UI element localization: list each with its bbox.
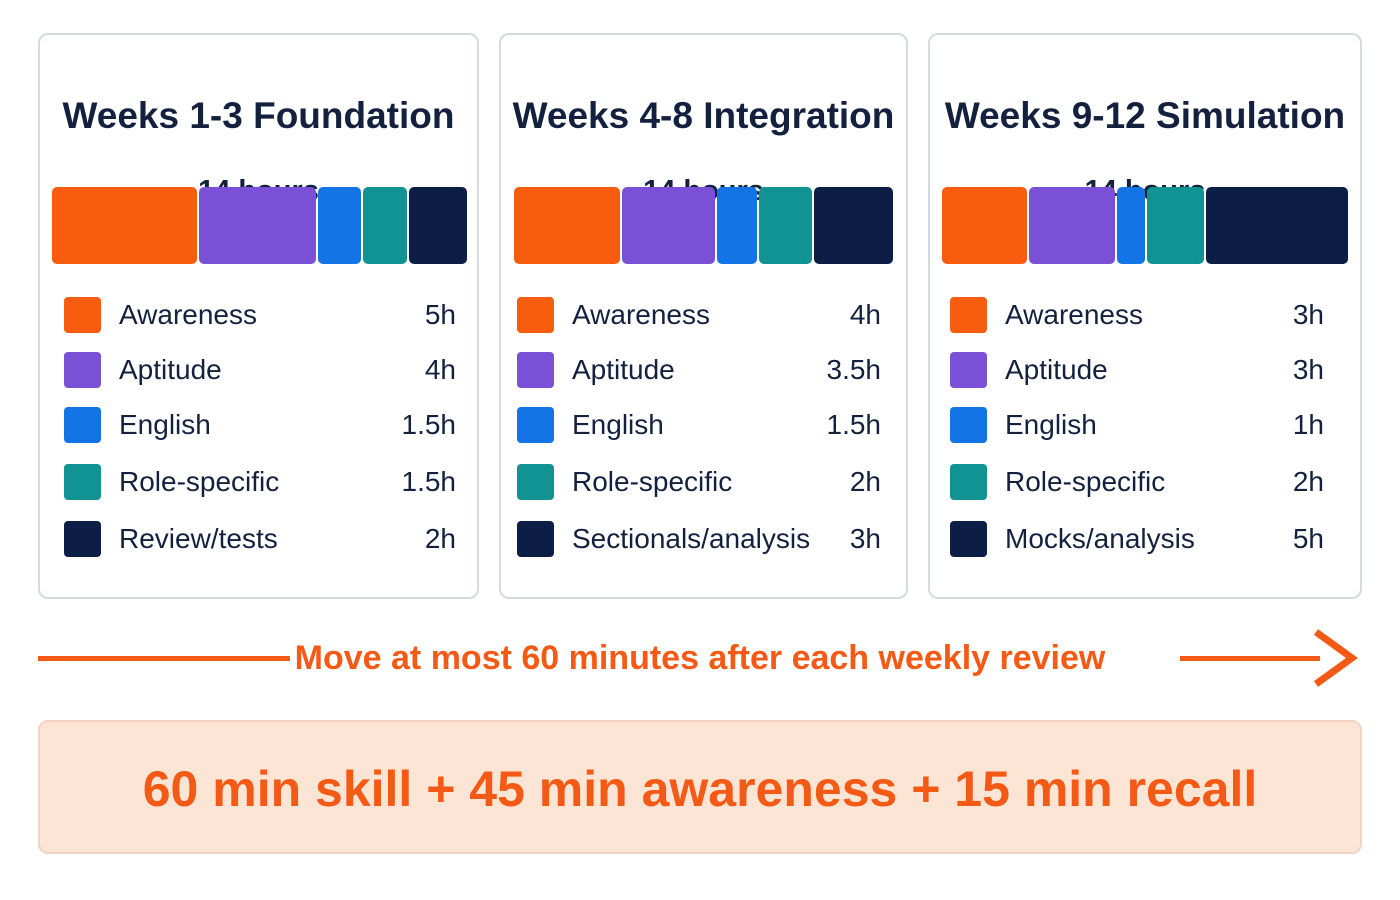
bar-segment-english: [1116, 187, 1145, 264]
legend-value: 3.5h: [826, 354, 882, 385]
legend-value: 5h: [1292, 523, 1324, 554]
legend-label: English: [572, 409, 664, 440]
daily-formula: 60 min skill + 45 min awareness + 15 min…: [142, 761, 1258, 817]
legend-value: 4h: [424, 354, 456, 385]
awareness-swatch: [64, 297, 101, 333]
legend-label: Awareness: [1005, 299, 1144, 330]
legend-value: 2h: [1292, 466, 1324, 497]
legend-label: English: [1005, 409, 1097, 440]
legend-label: Sectionals/analysis: [572, 523, 811, 554]
english-swatch: [517, 407, 554, 443]
legend-item-sectionals-analysis: Sectionals/analysis 3h: [517, 519, 881, 559]
phase-title: Weeks 9-12 Simulation: [944, 95, 1346, 136]
bar-segment-role-specific: [1146, 187, 1204, 264]
flow-line-left: [38, 656, 290, 661]
legend-value: 2h: [424, 523, 456, 554]
legend-label: Awareness: [572, 299, 711, 330]
bar-segment-sectionals-analysis: [813, 187, 893, 264]
legend-item-awareness: Awareness 5h: [64, 295, 456, 335]
bar-segment-aptitude: [622, 187, 715, 264]
bar-segment-aptitude: [199, 187, 316, 264]
legend-label: Awareness: [119, 299, 258, 330]
phase-title: Weeks 4-8 Integration: [512, 95, 895, 136]
mocks-analysis-swatch: [950, 521, 987, 557]
legend-item-role-specific: Role-specific 2h: [517, 462, 881, 502]
legend-label: Aptitude: [119, 354, 222, 385]
bar-segment-mocks-analysis: [1205, 187, 1348, 264]
awareness-swatch: [950, 297, 987, 333]
legend-value: 3h: [849, 523, 881, 554]
bar-segment-awareness: [514, 187, 620, 264]
bar-segment-awareness: [52, 187, 198, 264]
legend-label: English: [119, 409, 211, 440]
legend-label: Aptitude: [572, 354, 675, 385]
awareness-swatch: [517, 297, 554, 333]
english-swatch: [950, 407, 987, 443]
bar-segment-awareness: [942, 187, 1028, 264]
legend-value: 1.5h: [826, 409, 882, 440]
phase-title: Weeks 1-3 Foundation: [62, 95, 455, 136]
legend-item-awareness: Awareness 3h: [950, 295, 1324, 335]
stacked-bar: [514, 187, 893, 264]
arrow-right-icon: [1313, 629, 1358, 687]
legend-value: 1.5h: [401, 466, 457, 497]
aptitude-swatch: [950, 352, 987, 388]
legend-label: Role-specific: [1005, 466, 1166, 497]
daily-formula-panel: 60 min skill + 45 min awareness + 15 min…: [38, 720, 1362, 854]
english-swatch: [64, 407, 101, 443]
bar-segment-english: [317, 187, 362, 264]
legend-label: Aptitude: [1005, 354, 1108, 385]
legend-item-aptitude: Aptitude 3.5h: [517, 350, 881, 390]
legend-value: 4h: [849, 299, 881, 330]
review-tests-swatch: [64, 521, 101, 557]
legend-item-english: English 1.5h: [64, 405, 456, 445]
aptitude-swatch: [517, 352, 554, 388]
legend-item-review-tests: Review/tests 2h: [64, 519, 456, 559]
legend-item-role-specific: Role-specific 1.5h: [64, 462, 456, 502]
weekly-review-note: Move at most 60 minutes after each weekl…: [294, 639, 1106, 677]
bar-segment-review-tests: [408, 187, 467, 264]
legend-item-aptitude: Aptitude 4h: [64, 350, 456, 390]
aptitude-swatch: [64, 352, 101, 388]
legend-item-english: English 1.5h: [517, 405, 881, 445]
phase-card-integration: Weeks 4-8 Integration 14 hours Awareness…: [499, 33, 908, 599]
legend-value: 3h: [1292, 299, 1324, 330]
bar-segment-aptitude: [1029, 187, 1115, 264]
legend-value: 2h: [849, 466, 881, 497]
legend-label: Role-specific: [572, 466, 733, 497]
phase-card-simulation: Weeks 9-12 Simulation 14 hours Awareness…: [928, 33, 1362, 599]
stacked-bar: [52, 187, 467, 264]
legend-value: 1h: [1292, 409, 1324, 440]
legend-item-role-specific: Role-specific 2h: [950, 462, 1324, 502]
role-specific-swatch: [950, 464, 987, 500]
legend-label: Review/tests: [119, 523, 278, 554]
bar-segment-english: [716, 187, 757, 264]
legend-value: 3h: [1292, 354, 1324, 385]
role-specific-swatch: [64, 464, 101, 500]
legend-value: 1.5h: [401, 409, 457, 440]
sectionals-analysis-swatch: [517, 521, 554, 557]
bar-segment-role-specific: [363, 187, 407, 264]
legend-label: Role-specific: [119, 466, 280, 497]
bar-segment-role-specific: [758, 187, 812, 264]
legend-item-english: English 1h: [950, 405, 1324, 445]
legend-value: 5h: [424, 299, 456, 330]
legend-item-mocks-analysis: Mocks/analysis 5h: [950, 519, 1324, 559]
legend-item-awareness: Awareness 4h: [517, 295, 881, 335]
flow-line-right: [1180, 656, 1320, 661]
stacked-bar: [942, 187, 1348, 264]
role-specific-swatch: [517, 464, 554, 500]
legend-item-aptitude: Aptitude 3h: [950, 350, 1324, 390]
legend-label: Mocks/analysis: [1005, 523, 1195, 554]
phase-card-foundation: Weeks 1-3 Foundation 14 hours Awareness …: [38, 33, 479, 599]
